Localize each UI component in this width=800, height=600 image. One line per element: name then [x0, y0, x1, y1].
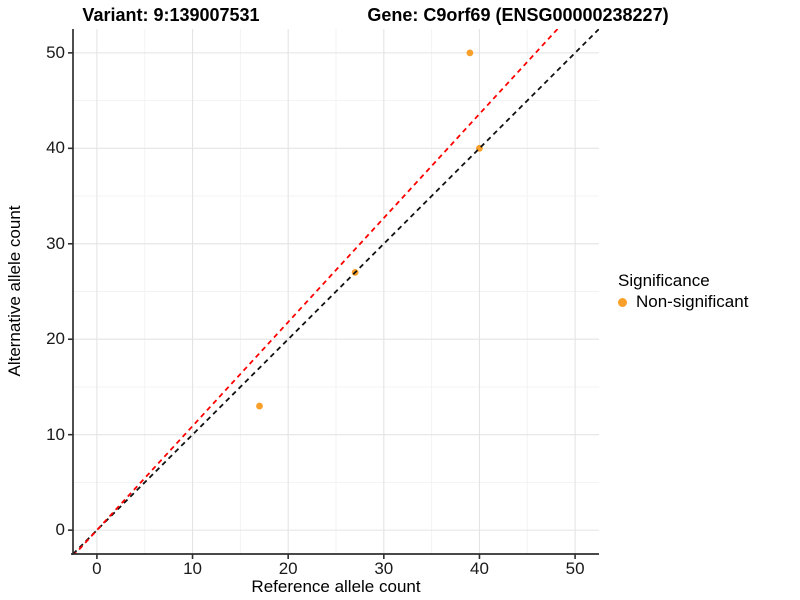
x-axis-label: Reference allele count [251, 577, 421, 596]
y-tick-label: 40 [46, 138, 65, 158]
legend-title: Significance [618, 271, 710, 290]
data-point [256, 402, 263, 410]
legend-item-non-significant: Non-significant [618, 292, 748, 312]
x-tick-label: 30 [374, 559, 394, 578]
x-tick-label: 50 [565, 559, 585, 578]
x-tick-label: 10 [183, 559, 202, 578]
allele-ratio-line [73, 29, 559, 554]
x-tick-label: 0 [92, 559, 102, 578]
legend: Significance Non-significant [618, 271, 748, 312]
legend-point-icon [618, 297, 627, 307]
y-tick-label: 0 [55, 520, 65, 540]
x-tick-label: 40 [469, 559, 489, 578]
gene-title: Gene: C9orf69 (ENSG00000238227) [367, 5, 669, 25]
identity-line [73, 29, 599, 554]
variant-title: Variant: 9:139007531 [82, 5, 260, 25]
y-tick-label: 20 [46, 329, 65, 349]
legend-item-label: Non-significant [636, 292, 749, 311]
data-point [466, 49, 474, 57]
y-tick-label: 50 [46, 42, 65, 62]
y-tick-label: 10 [46, 424, 65, 444]
x-tick-label: 20 [278, 559, 298, 578]
y-axis-label: Alternative allele count [5, 205, 24, 377]
y-tick-label: 30 [46, 233, 65, 253]
